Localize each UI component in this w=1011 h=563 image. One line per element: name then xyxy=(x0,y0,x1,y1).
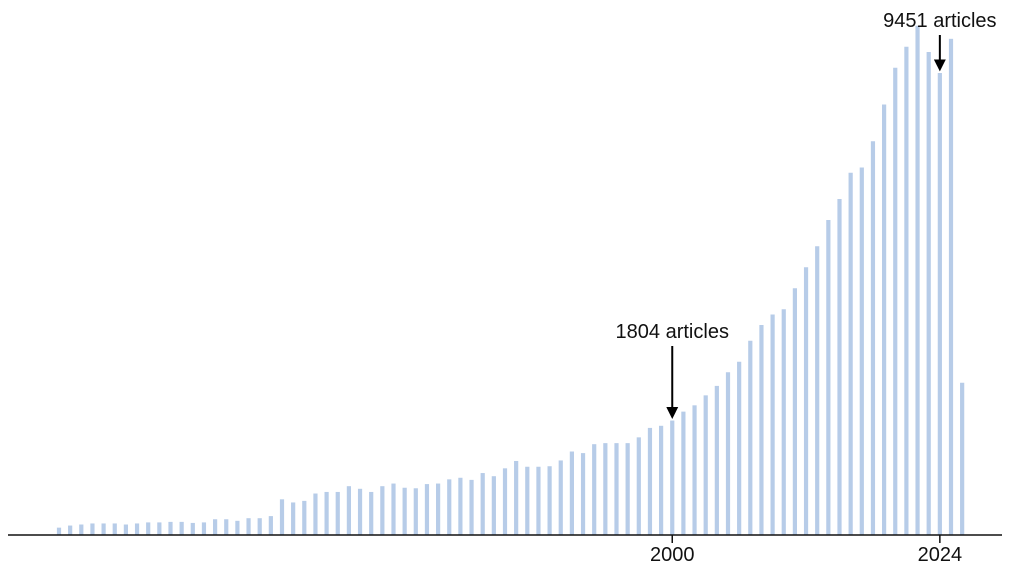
bar xyxy=(436,483,441,535)
bar xyxy=(335,491,340,535)
bar xyxy=(714,385,719,535)
bar xyxy=(157,522,162,535)
bar xyxy=(257,518,262,535)
bar xyxy=(647,427,653,535)
bar xyxy=(447,479,452,535)
bar xyxy=(79,524,84,535)
x-tick-label: 2000 xyxy=(650,544,695,563)
bar xyxy=(770,314,775,535)
bar xyxy=(302,500,307,536)
x-tick-label: 2024 xyxy=(918,544,963,563)
bar xyxy=(68,525,73,535)
bar xyxy=(112,523,117,535)
bar xyxy=(670,420,675,535)
bar xyxy=(815,246,820,535)
bar xyxy=(380,486,385,535)
bar xyxy=(246,518,251,535)
bar xyxy=(346,486,351,535)
bar xyxy=(514,460,519,535)
bar xyxy=(536,466,541,535)
bar xyxy=(859,167,864,535)
bar xyxy=(848,172,853,535)
bar xyxy=(56,527,62,535)
bar xyxy=(703,395,708,535)
bar xyxy=(413,488,418,535)
bar xyxy=(737,361,742,535)
bar xyxy=(101,523,106,535)
bar xyxy=(904,46,909,535)
ticks-layer: 2000 2024 xyxy=(650,535,962,563)
bar xyxy=(759,325,764,535)
annotations-layer: 1804 articles 9451 articles xyxy=(616,10,997,419)
bar xyxy=(146,522,151,535)
bar xyxy=(213,519,218,535)
bar xyxy=(279,499,285,535)
bar xyxy=(725,372,731,535)
bar xyxy=(826,220,831,535)
bar xyxy=(837,199,842,535)
bar xyxy=(893,67,898,535)
annotation-label: 1804 articles xyxy=(616,321,729,343)
bar xyxy=(625,443,630,536)
bar xyxy=(781,309,786,535)
bar xyxy=(748,340,753,535)
bar xyxy=(948,38,954,535)
bar xyxy=(926,52,931,535)
bar xyxy=(803,267,809,535)
bar xyxy=(90,523,95,535)
bar xyxy=(681,411,686,536)
bar xyxy=(291,502,296,535)
bar xyxy=(201,522,207,535)
bar xyxy=(313,493,318,535)
bar xyxy=(458,477,463,535)
bar xyxy=(168,521,173,536)
bar xyxy=(558,460,563,535)
bar xyxy=(792,288,797,535)
bar xyxy=(268,516,273,535)
bar xyxy=(636,437,641,535)
bar xyxy=(502,468,508,535)
bar xyxy=(235,520,240,535)
bar xyxy=(569,451,574,535)
bar xyxy=(391,483,396,535)
bar xyxy=(324,491,329,535)
bar xyxy=(692,405,697,535)
bar xyxy=(402,487,407,535)
bar xyxy=(480,473,485,535)
bar xyxy=(134,523,140,535)
bar xyxy=(525,466,530,535)
bar xyxy=(190,522,195,535)
bar xyxy=(659,425,664,535)
bar xyxy=(960,382,965,535)
bar xyxy=(547,466,552,535)
bar xyxy=(937,73,942,535)
bar xyxy=(592,444,597,535)
bar xyxy=(915,25,920,535)
bar xyxy=(603,443,608,536)
bar xyxy=(614,443,619,536)
bar xyxy=(870,141,876,535)
bar xyxy=(224,519,229,535)
annotation-label: 9451 articles xyxy=(883,10,996,32)
bar xyxy=(424,484,430,535)
bar xyxy=(357,488,363,535)
bar xyxy=(491,476,496,535)
bar xyxy=(469,479,474,536)
bar xyxy=(882,104,887,535)
bar xyxy=(179,521,184,536)
bar xyxy=(369,491,374,535)
bars-layer xyxy=(56,25,965,536)
bar xyxy=(580,453,586,535)
bar xyxy=(123,524,128,535)
